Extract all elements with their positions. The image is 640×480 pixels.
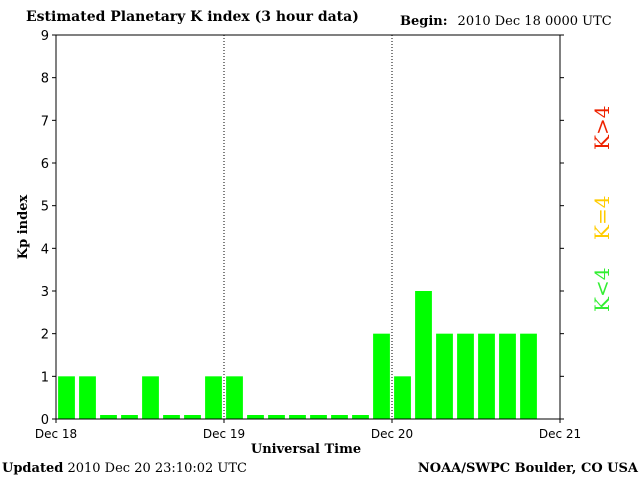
kp-bar <box>205 376 222 419</box>
begin-label: Begin: <box>400 14 448 29</box>
kp-bar <box>415 291 432 419</box>
legend-entry: K<4 <box>590 268 614 312</box>
y-tick-label: 8 <box>41 72 49 87</box>
y-tick-label: 7 <box>41 114 49 129</box>
y-tick-label: 6 <box>41 157 49 172</box>
kp-bar <box>289 415 306 419</box>
plot-frame <box>55 34 561 420</box>
kp-bar <box>373 333 390 419</box>
y-tick-label: 4 <box>41 242 49 257</box>
kp-bar <box>331 415 348 419</box>
begin-time: Begin: 2010 Dec 18 0000 UTC <box>400 14 612 29</box>
kp-bar <box>310 415 327 419</box>
kp-bar <box>499 333 516 419</box>
kp-bar <box>394 376 411 419</box>
x-axis-label: Universal Time <box>251 442 361 457</box>
x-tick-label: Dec 20 <box>371 427 413 441</box>
kp-bar <box>100 415 117 419</box>
y-tick-label: 5 <box>41 200 49 215</box>
y-tick-label: 0 <box>41 413 49 428</box>
kp-bar <box>226 376 243 419</box>
chart-title: Estimated Planetary K index (3 hour data… <box>26 9 359 25</box>
kp-bar <box>142 376 159 419</box>
kp-bar <box>268 415 285 419</box>
kp-bar <box>184 415 201 419</box>
updated-label: Updated <box>2 461 64 476</box>
x-tick-label: Dec 21 <box>539 427 581 441</box>
kp-bar <box>520 333 537 419</box>
kp-bar <box>58 376 75 419</box>
updated-value: 2010 Dec 20 23:10:02 UTC <box>67 461 247 476</box>
begin-value: 2010 Dec 18 0000 UTC <box>457 14 612 29</box>
x-tick-label: Dec 18 <box>35 427 77 441</box>
kp-bar <box>163 415 180 419</box>
y-tick-label: 2 <box>41 328 49 343</box>
y-tick-label: 9 <box>41 29 49 44</box>
kp-bar <box>457 333 474 419</box>
kp-bar <box>247 415 264 419</box>
legend-entry: K=4 <box>590 196 614 240</box>
y-axis-label: Kp index <box>16 195 31 260</box>
credit-text: NOAA/SWPC Boulder, CO USA <box>417 461 638 476</box>
legend-entry: K>4 <box>590 106 614 150</box>
kp-bar <box>79 376 96 419</box>
y-tick-label: 1 <box>41 370 49 385</box>
kp-bar <box>478 333 495 419</box>
updated-time: Updated 2010 Dec 20 23:10:02 UTC <box>2 461 247 476</box>
y-tick-label: 3 <box>41 285 49 300</box>
kp-bar <box>352 415 369 419</box>
kp-bar <box>121 415 138 419</box>
x-tick-label: Dec 19 <box>203 427 245 441</box>
kp-bar <box>436 333 453 419</box>
